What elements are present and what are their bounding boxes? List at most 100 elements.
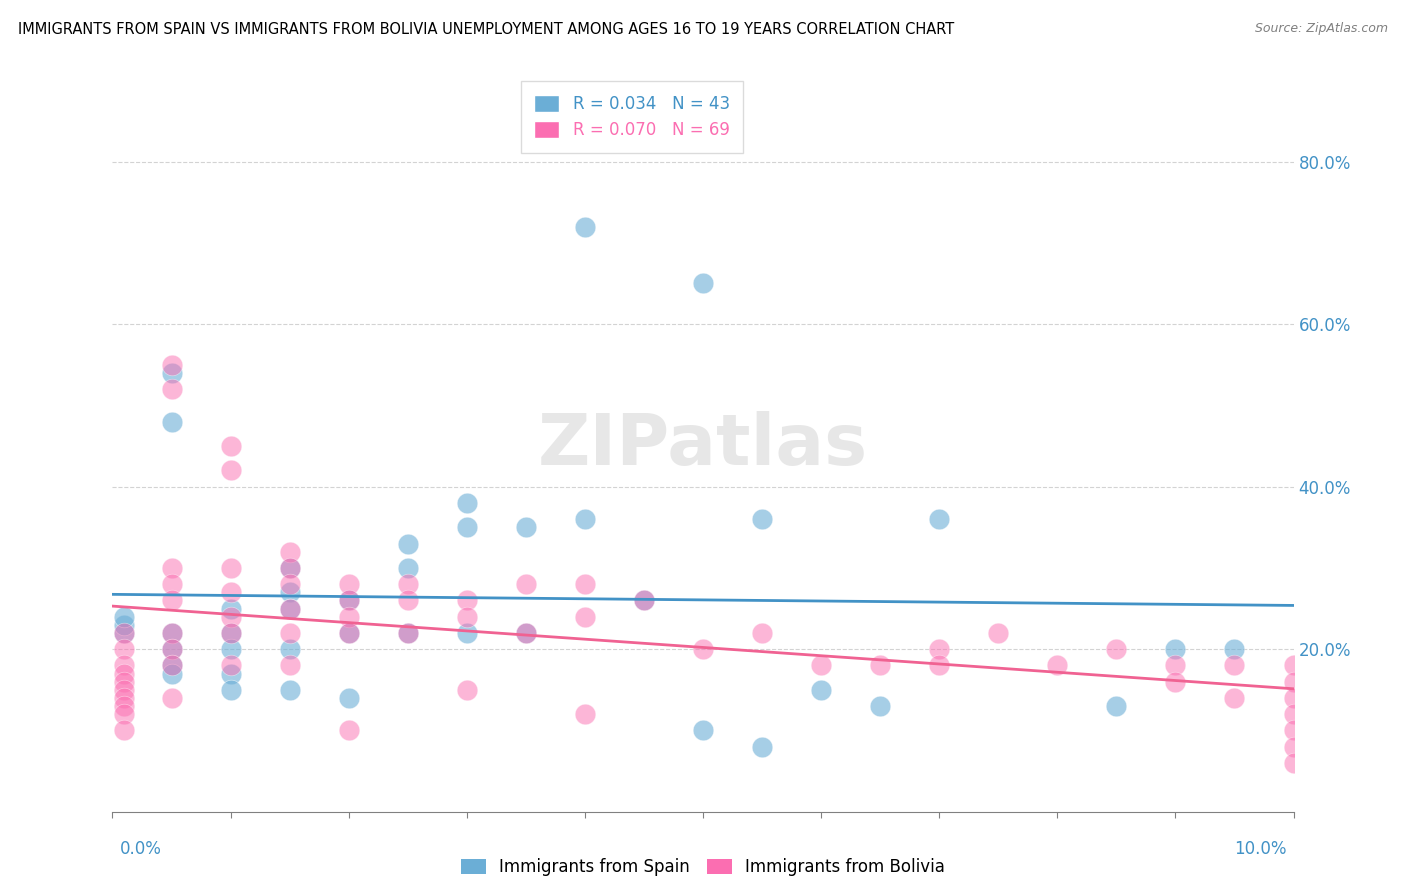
Point <box>456 609 478 624</box>
Point <box>160 642 183 657</box>
Point <box>160 666 183 681</box>
Point <box>456 496 478 510</box>
Point <box>1282 739 1305 754</box>
Point <box>515 577 537 591</box>
Point <box>219 626 242 640</box>
Point <box>160 561 183 575</box>
Point <box>574 577 596 591</box>
Point <box>987 626 1010 640</box>
Point <box>112 609 135 624</box>
Point <box>112 626 135 640</box>
Point <box>456 626 478 640</box>
Point <box>160 382 183 396</box>
Point <box>219 609 242 624</box>
Point <box>160 626 183 640</box>
Point <box>396 593 419 607</box>
Text: Source: ZipAtlas.com: Source: ZipAtlas.com <box>1254 22 1388 36</box>
Point <box>574 512 596 526</box>
Point <box>112 690 135 705</box>
Point <box>574 609 596 624</box>
Point <box>574 707 596 722</box>
Point <box>112 674 135 689</box>
Point <box>278 585 301 599</box>
Point <box>160 690 183 705</box>
Point <box>337 626 360 640</box>
Point <box>692 642 714 657</box>
Point <box>633 593 655 607</box>
Point <box>751 626 773 640</box>
Point <box>928 642 950 657</box>
Point <box>219 682 242 697</box>
Point <box>219 561 242 575</box>
Point <box>1164 642 1187 657</box>
Point <box>219 666 242 681</box>
Point <box>160 593 183 607</box>
Point <box>1164 674 1187 689</box>
Point <box>633 593 655 607</box>
Point <box>928 512 950 526</box>
Point <box>810 658 832 673</box>
Point <box>515 626 537 640</box>
Point <box>1282 756 1305 770</box>
Point <box>112 699 135 714</box>
Point <box>1164 658 1187 673</box>
Text: 0.0%: 0.0% <box>120 840 162 858</box>
Point <box>160 658 183 673</box>
Text: ZIPatlas: ZIPatlas <box>538 411 868 481</box>
Point <box>928 658 950 673</box>
Point <box>751 739 773 754</box>
Point <box>112 617 135 632</box>
Point <box>337 577 360 591</box>
Point <box>810 682 832 697</box>
Point <box>278 658 301 673</box>
Point <box>160 642 183 657</box>
Point <box>112 658 135 673</box>
Point <box>1282 658 1305 673</box>
Point <box>1105 642 1128 657</box>
Point <box>112 682 135 697</box>
Point <box>337 593 360 607</box>
Point <box>396 626 419 640</box>
Point <box>278 577 301 591</box>
Point <box>396 536 419 550</box>
Point <box>396 577 419 591</box>
Point <box>337 593 360 607</box>
Point <box>160 577 183 591</box>
Point <box>1282 723 1305 738</box>
Point <box>515 520 537 534</box>
Point <box>1282 690 1305 705</box>
Point <box>112 707 135 722</box>
Point <box>692 277 714 291</box>
Point <box>160 626 183 640</box>
Point <box>112 642 135 657</box>
Point <box>219 601 242 615</box>
Point <box>278 682 301 697</box>
Point <box>1282 674 1305 689</box>
Point <box>160 358 183 372</box>
Point <box>337 626 360 640</box>
Point <box>1223 658 1246 673</box>
Point <box>456 520 478 534</box>
Point <box>515 626 537 640</box>
Point <box>219 642 242 657</box>
Point <box>278 544 301 558</box>
Point <box>219 585 242 599</box>
Point <box>869 658 891 673</box>
Text: 10.0%: 10.0% <box>1234 840 1286 858</box>
Point <box>160 658 183 673</box>
Point <box>751 512 773 526</box>
Point <box>1282 707 1305 722</box>
Point <box>1046 658 1069 673</box>
Point <box>1105 699 1128 714</box>
Point <box>112 626 135 640</box>
Legend: R = 0.034   N = 43, R = 0.070   N = 69: R = 0.034 N = 43, R = 0.070 N = 69 <box>522 81 744 153</box>
Point <box>160 415 183 429</box>
Legend: Immigrants from Spain, Immigrants from Bolivia: Immigrants from Spain, Immigrants from B… <box>454 852 952 883</box>
Point <box>112 666 135 681</box>
Point <box>337 690 360 705</box>
Point <box>574 219 596 234</box>
Point <box>456 682 478 697</box>
Point <box>278 601 301 615</box>
Point <box>278 642 301 657</box>
Point <box>278 561 301 575</box>
